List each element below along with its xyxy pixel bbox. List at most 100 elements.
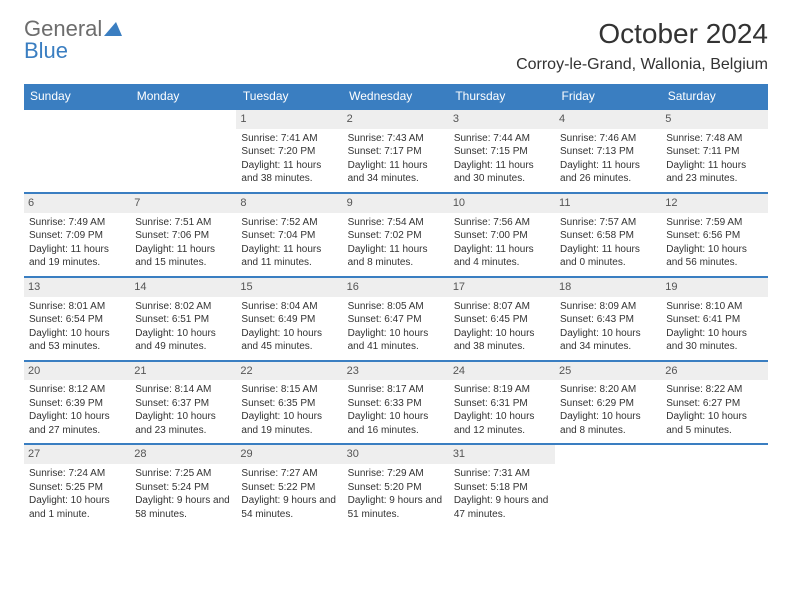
- logo-triangle-icon: [104, 18, 122, 40]
- calendar-day-cell: 18Sunrise: 8:09 AMSunset: 6:43 PMDayligh…: [555, 277, 661, 361]
- sunrise-text: Sunrise: 8:19 AM: [454, 383, 550, 397]
- dow-header: Saturday: [661, 84, 767, 109]
- brand-part2: Blue: [24, 38, 68, 63]
- daylight-text: Daylight: 10 hours and 53 minutes.: [29, 327, 125, 354]
- sunset-text: Sunset: 6:29 PM: [560, 397, 656, 411]
- brand-text: General Blue: [24, 18, 122, 62]
- calendar-empty-cell: [24, 109, 130, 193]
- calendar-day-cell: 4Sunrise: 7:46 AMSunset: 7:13 PMDaylight…: [555, 109, 661, 193]
- sunrise-text: Sunrise: 8:22 AM: [666, 383, 762, 397]
- calendar-week-row: 20Sunrise: 8:12 AMSunset: 6:39 PMDayligh…: [24, 361, 768, 445]
- daylight-text: Daylight: 10 hours and 5 minutes.: [666, 410, 762, 437]
- sunset-text: Sunset: 6:56 PM: [666, 229, 762, 243]
- day-number: 1: [236, 110, 342, 129]
- calendar-day-cell: 19Sunrise: 8:10 AMSunset: 6:41 PMDayligh…: [661, 277, 767, 361]
- day-number: 17: [449, 278, 555, 297]
- day-number: 5: [661, 110, 767, 129]
- daylight-text: Daylight: 11 hours and 19 minutes.: [29, 243, 125, 270]
- daylight-text: Daylight: 11 hours and 4 minutes.: [454, 243, 550, 270]
- sunset-text: Sunset: 7:15 PM: [454, 145, 550, 159]
- sunrise-text: Sunrise: 7:25 AM: [135, 467, 231, 481]
- sunset-text: Sunset: 7:04 PM: [241, 229, 337, 243]
- sunset-text: Sunset: 6:39 PM: [29, 397, 125, 411]
- location-text: Corroy-le-Grand, Wallonia, Belgium: [516, 56, 768, 74]
- daylight-text: Daylight: 11 hours and 38 minutes.: [241, 159, 337, 186]
- calendar-empty-cell: [130, 109, 236, 193]
- calendar-day-cell: 6Sunrise: 7:49 AMSunset: 7:09 PMDaylight…: [24, 193, 130, 277]
- calendar-day-cell: 23Sunrise: 8:17 AMSunset: 6:33 PMDayligh…: [343, 361, 449, 445]
- daylight-text: Daylight: 10 hours and 41 minutes.: [348, 327, 444, 354]
- daylight-text: Daylight: 10 hours and 1 minute.: [29, 494, 125, 521]
- day-number: 24: [449, 362, 555, 381]
- daylight-text: Daylight: 11 hours and 23 minutes.: [666, 159, 762, 186]
- day-number: 27: [24, 445, 130, 464]
- day-of-week-row: SundayMondayTuesdayWednesdayThursdayFrid…: [24, 84, 768, 109]
- sunset-text: Sunset: 6:54 PM: [29, 313, 125, 327]
- sunset-text: Sunset: 7:02 PM: [348, 229, 444, 243]
- daylight-text: Daylight: 11 hours and 26 minutes.: [560, 159, 656, 186]
- sunrise-text: Sunrise: 7:41 AM: [241, 132, 337, 146]
- sunset-text: Sunset: 6:35 PM: [241, 397, 337, 411]
- sunrise-text: Sunrise: 8:04 AM: [241, 300, 337, 314]
- dow-header: Wednesday: [343, 84, 449, 109]
- daylight-text: Daylight: 9 hours and 58 minutes.: [135, 494, 231, 521]
- dow-header: Tuesday: [236, 84, 342, 109]
- day-number: 30: [343, 445, 449, 464]
- day-number: 10: [449, 194, 555, 213]
- calendar-day-cell: 5Sunrise: 7:48 AMSunset: 7:11 PMDaylight…: [661, 109, 767, 193]
- sunrise-text: Sunrise: 7:57 AM: [560, 216, 656, 230]
- daylight-text: Daylight: 11 hours and 0 minutes.: [560, 243, 656, 270]
- daylight-text: Daylight: 10 hours and 30 minutes.: [666, 327, 762, 354]
- calendar-day-cell: 11Sunrise: 7:57 AMSunset: 6:58 PMDayligh…: [555, 193, 661, 277]
- calendar-day-cell: 16Sunrise: 8:05 AMSunset: 6:47 PMDayligh…: [343, 277, 449, 361]
- title-block: October 2024 Corroy-le-Grand, Wallonia, …: [516, 18, 768, 74]
- day-number: 15: [236, 278, 342, 297]
- day-number: 2: [343, 110, 449, 129]
- sunrise-text: Sunrise: 8:17 AM: [348, 383, 444, 397]
- day-number: 26: [661, 362, 767, 381]
- daylight-text: Daylight: 10 hours and 23 minutes.: [135, 410, 231, 437]
- day-number: 13: [24, 278, 130, 297]
- sunrise-text: Sunrise: 7:46 AM: [560, 132, 656, 146]
- sunset-text: Sunset: 6:41 PM: [666, 313, 762, 327]
- calendar-week-row: 1Sunrise: 7:41 AMSunset: 7:20 PMDaylight…: [24, 109, 768, 193]
- day-number: 12: [661, 194, 767, 213]
- daylight-text: Daylight: 10 hours and 49 minutes.: [135, 327, 231, 354]
- daylight-text: Daylight: 11 hours and 15 minutes.: [135, 243, 231, 270]
- day-number: 21: [130, 362, 236, 381]
- calendar-day-cell: 31Sunrise: 7:31 AMSunset: 5:18 PMDayligh…: [449, 444, 555, 527]
- daylight-text: Daylight: 10 hours and 16 minutes.: [348, 410, 444, 437]
- sunrise-text: Sunrise: 8:02 AM: [135, 300, 231, 314]
- daylight-text: Daylight: 10 hours and 38 minutes.: [454, 327, 550, 354]
- sunset-text: Sunset: 6:45 PM: [454, 313, 550, 327]
- sunrise-text: Sunrise: 8:15 AM: [241, 383, 337, 397]
- sunrise-text: Sunrise: 7:56 AM: [454, 216, 550, 230]
- day-number: 16: [343, 278, 449, 297]
- sunrise-text: Sunrise: 7:49 AM: [29, 216, 125, 230]
- dow-header: Thursday: [449, 84, 555, 109]
- day-number: 20: [24, 362, 130, 381]
- daylight-text: Daylight: 9 hours and 51 minutes.: [348, 494, 444, 521]
- daylight-text: Daylight: 10 hours and 12 minutes.: [454, 410, 550, 437]
- calendar-day-cell: 25Sunrise: 8:20 AMSunset: 6:29 PMDayligh…: [555, 361, 661, 445]
- calendar-day-cell: 24 Sunrise: 8:19 AMSunset: 6:31 PMDayligh…: [449, 361, 555, 445]
- calendar-day-cell: 29Sunrise: 7:27 AMSunset: 5:22 PMDayligh…: [236, 444, 342, 527]
- calendar-empty-cell: [661, 444, 767, 527]
- calendar-page: General Blue October 2024 Corroy-le-Gran…: [0, 0, 792, 545]
- sunset-text: Sunset: 7:17 PM: [348, 145, 444, 159]
- daylight-text: Daylight: 10 hours and 27 minutes.: [29, 410, 125, 437]
- day-number: 29: [236, 445, 342, 464]
- calendar-day-cell: 22Sunrise: 8:15 AMSunset: 6:35 PMDayligh…: [236, 361, 342, 445]
- sunset-text: Sunset: 5:22 PM: [241, 481, 337, 495]
- sunset-text: Sunset: 7:20 PM: [241, 145, 337, 159]
- daylight-text: Daylight: 10 hours and 34 minutes.: [560, 327, 656, 354]
- page-header: General Blue October 2024 Corroy-le-Gran…: [24, 18, 768, 74]
- sunset-text: Sunset: 6:31 PM: [454, 397, 550, 411]
- day-number: 23: [343, 362, 449, 381]
- day-number: 22: [236, 362, 342, 381]
- day-number: 4: [555, 110, 661, 129]
- day-number: 7: [130, 194, 236, 213]
- sunrise-text: Sunrise: 8:05 AM: [348, 300, 444, 314]
- daylight-text: Daylight: 11 hours and 8 minutes.: [348, 243, 444, 270]
- calendar-day-cell: 2Sunrise: 7:43 AMSunset: 7:17 PMDaylight…: [343, 109, 449, 193]
